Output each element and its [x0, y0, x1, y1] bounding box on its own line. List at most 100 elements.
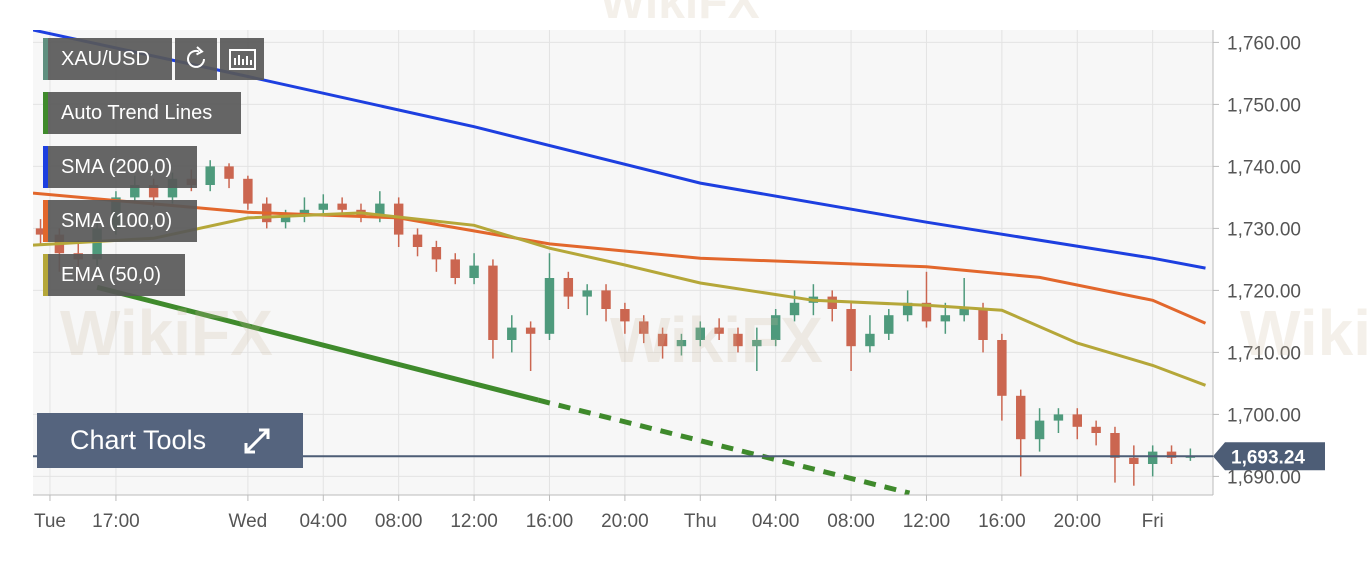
indicator-line	[33, 191, 1207, 325]
candle-body	[770, 315, 781, 340]
candle-body	[148, 185, 159, 198]
x-tick-label: 04:00	[752, 511, 800, 532]
x-tick-label: 12:00	[903, 511, 951, 532]
candle-body	[1166, 451, 1177, 458]
candle-body	[884, 315, 894, 334]
indicator-line	[96, 284, 539, 403]
candle-body	[902, 302, 913, 316]
last-price-tag	[1213, 442, 1325, 471]
x-tick-label: 12:00	[450, 511, 498, 532]
y-tick-label: 1,700.00	[1227, 405, 1301, 426]
watermark: WikiFX	[610, 304, 823, 376]
symbol-button[interactable]: XAU/USD	[43, 38, 172, 80]
candle-body	[92, 228, 102, 260]
refresh-icon	[187, 46, 205, 68]
legend-label: EMA (50,0)	[61, 264, 162, 286]
y-tick-label: 1,720.00	[1227, 281, 1301, 302]
legend-entry[interactable]: SMA (200,0)	[43, 146, 197, 188]
watermark: WikiFX	[600, 0, 760, 29]
candle-body	[695, 327, 705, 340]
chart-tools-label: Chart Tools	[70, 425, 207, 455]
legend-label: SMA (100,0)	[61, 210, 173, 232]
axis-labels: 1,690.00 1,700.00 1,710.00 1,720.00 1,730.00…	[34, 33, 1301, 532]
y-tick-label: 1,710.00	[1227, 343, 1301, 364]
candle-body	[130, 185, 140, 198]
candle-body	[657, 333, 668, 347]
expand-icon	[244, 428, 270, 454]
candle-body	[959, 309, 969, 316]
candle-body	[563, 278, 574, 297]
watermark: WikiFX	[1240, 297, 1368, 369]
last-price-label: 1,693.24	[1231, 447, 1305, 468]
candle-body	[375, 203, 385, 216]
candle-body	[714, 327, 724, 334]
candle-body	[865, 333, 875, 347]
x-tick-label: Fri	[1142, 511, 1164, 532]
x-tick-label: Thu	[684, 511, 717, 532]
candle-body	[488, 265, 498, 340]
candle-body	[789, 302, 800, 316]
candle-body	[224, 166, 234, 179]
chart-type-icon	[229, 49, 256, 70]
candle-body	[827, 296, 837, 309]
trend-projection	[537, 397, 911, 495]
x-tick-label: 20:00	[601, 511, 649, 532]
candle-body	[582, 290, 592, 297]
legend-label: Auto Trend Lines	[61, 102, 213, 124]
candle-body	[412, 234, 423, 247]
refresh-button[interactable]	[175, 38, 217, 80]
watermark: WikiFX	[60, 297, 273, 369]
candle-body	[1110, 433, 1120, 458]
y-tick-label: 1,750.00	[1227, 95, 1301, 116]
y-tick-label: 1,760.00	[1227, 33, 1301, 54]
candle-body	[525, 327, 536, 334]
x-tick-label: 08:00	[827, 511, 875, 532]
candle-body	[167, 178, 178, 198]
candle-body	[601, 290, 611, 309]
candle-body	[337, 203, 347, 210]
candle-body	[431, 247, 442, 260]
candle-body	[997, 340, 1007, 396]
legend-entry[interactable]: Auto Trend Lines	[43, 92, 241, 134]
legend-entry[interactable]: SMA (100,0)	[43, 200, 197, 242]
candle-body	[1016, 395, 1026, 440]
candle-body	[921, 302, 932, 322]
y-tick-label: 1,740.00	[1227, 157, 1301, 178]
x-tick-label: 16:00	[978, 511, 1026, 532]
x-tick-label: 17:00	[92, 511, 140, 532]
candle-body	[318, 203, 328, 210]
candle-body	[676, 340, 687, 347]
candle-body	[469, 265, 479, 278]
candle-body	[752, 340, 762, 347]
chart-type-button[interactable]	[220, 38, 264, 80]
x-tick-label: Tue	[34, 511, 66, 532]
candle-body	[1072, 414, 1082, 427]
candle-body	[733, 333, 743, 347]
x-tick-label: 20:00	[1054, 511, 1102, 532]
candle-body	[507, 327, 517, 340]
legend-entry[interactable]: EMA (50,0)	[43, 254, 185, 296]
candle-body	[35, 228, 46, 235]
candle-body	[1053, 414, 1064, 421]
y-tick-label: 1,690.00	[1227, 467, 1301, 488]
x-tick-label: 04:00	[300, 511, 348, 532]
legend-label: SMA (200,0)	[61, 156, 173, 178]
candle-body	[978, 309, 988, 340]
x-tick-label: 08:00	[375, 511, 423, 532]
candle-body	[450, 259, 460, 278]
candle-body	[243, 178, 253, 204]
x-tick-label: 16:00	[526, 511, 574, 532]
candle-body	[620, 309, 630, 322]
x-tick-label: Wed	[229, 511, 268, 532]
chart-tools-button[interactable]: Chart Tools	[37, 413, 303, 468]
candle-body	[846, 309, 856, 347]
candle-body	[544, 278, 555, 334]
candle-body	[1147, 451, 1158, 464]
symbol-label: XAU/USD	[61, 48, 150, 70]
candle-body	[280, 216, 291, 223]
candle-body	[205, 166, 215, 185]
candle-body	[940, 315, 951, 322]
candle-body	[1091, 426, 1101, 433]
